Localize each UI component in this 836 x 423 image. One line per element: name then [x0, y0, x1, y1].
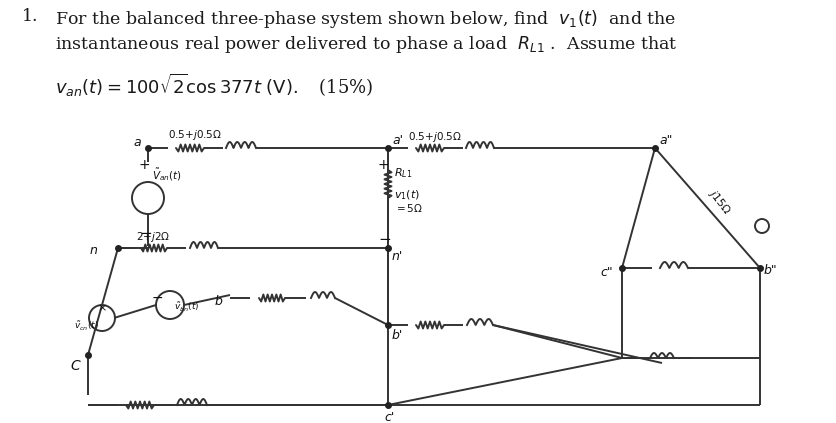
- Text: a": a": [658, 134, 671, 147]
- Text: $R_{L1}$: $R_{L1}$: [394, 166, 412, 180]
- Text: +: +: [139, 158, 150, 172]
- Text: C: C: [70, 359, 79, 373]
- Text: $v_{an}(t) = 100\sqrt{2}\cos 377t\ \mathrm{(V).}$   (15%): $v_{an}(t) = 100\sqrt{2}\cos 377t\ \math…: [55, 72, 373, 99]
- Text: $\tilde{v}_{bn}(t)$: $\tilde{v}_{bn}(t)$: [174, 301, 199, 314]
- Text: $\tilde{V}_{an}(t)$: $\tilde{V}_{an}(t)$: [152, 166, 181, 183]
- Text: b": b": [763, 264, 777, 277]
- Text: c": c": [599, 266, 612, 279]
- Text: $=5\Omega$: $=5\Omega$: [394, 202, 422, 214]
- Text: a': a': [391, 134, 402, 147]
- Text: ×: ×: [97, 303, 106, 313]
- Text: b: b: [215, 295, 222, 308]
- Text: $2{+}j2\Omega$: $2{+}j2\Omega$: [135, 230, 170, 244]
- Text: $j15\Omega$: $j15\Omega$: [704, 186, 732, 217]
- Text: $0.5{+}j0.5\Omega$: $0.5{+}j0.5\Omega$: [407, 130, 461, 144]
- Text: a: a: [133, 136, 140, 149]
- Text: −: −: [378, 232, 390, 247]
- Text: −: −: [139, 226, 151, 241]
- Text: $v_1(t)$: $v_1(t)$: [394, 188, 420, 202]
- Text: −: −: [152, 291, 163, 305]
- Text: 1.: 1.: [22, 8, 38, 25]
- Text: $\tilde{v}_{cn}(t)$: $\tilde{v}_{cn}(t)$: [74, 320, 99, 333]
- Text: b': b': [391, 329, 403, 342]
- Text: c': c': [384, 411, 394, 423]
- Text: instantaneous real power delivered to phase a load  $R_{L1}$ .  Assume that: instantaneous real power delivered to ph…: [55, 34, 677, 55]
- Text: n: n: [90, 244, 98, 257]
- Text: +: +: [378, 158, 390, 172]
- Text: n': n': [391, 250, 403, 263]
- Text: $0.5{+}j0.5\Omega$: $0.5{+}j0.5\Omega$: [168, 128, 222, 142]
- Text: For the balanced three-phase system shown below, find  $v_1(t)$  and the: For the balanced three-phase system show…: [55, 8, 675, 30]
